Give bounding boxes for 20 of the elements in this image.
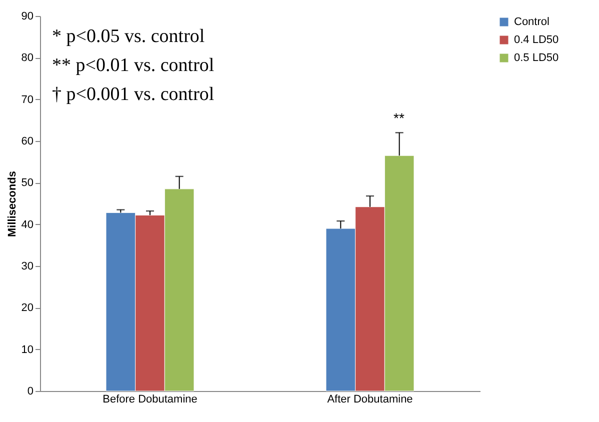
y-tick-label: 0 (27, 386, 34, 398)
legend-label: Control (514, 16, 550, 28)
legend-label: 0.4 LD50 (514, 34, 559, 46)
y-tick-label: 70 (21, 94, 34, 106)
x-tick-label: Before Dobutamine (102, 394, 198, 406)
y-tick-label: 50 (21, 177, 34, 190)
y-tick-label: 40 (21, 218, 34, 231)
x-tick-label: After Dobutamine (327, 394, 413, 406)
y-tick-label: 90 (21, 10, 34, 22)
y-tick-label: 60 (21, 136, 34, 148)
y-tick-label: 30 (21, 260, 34, 272)
legend-label: 0.5 LD50 (514, 52, 559, 64)
annotation: † p<0.001 vs. control (52, 84, 214, 105)
y-tick-label: 10 (21, 344, 34, 356)
y-axis-title: Milliseconds (6, 170, 18, 238)
annotation: ** (394, 110, 405, 126)
y-tick-label: 20 (21, 302, 34, 314)
annotation: ** p<0.01 vs. control (52, 55, 214, 76)
annotation: * p<0.05 vs. control (52, 26, 205, 47)
y-tick-label: 80 (21, 52, 34, 64)
